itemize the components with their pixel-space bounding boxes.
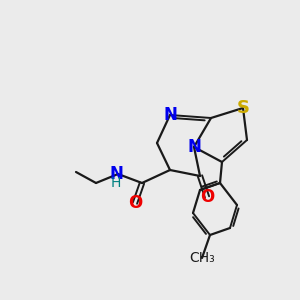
Text: N: N (187, 138, 201, 156)
Text: N: N (109, 165, 123, 183)
Text: CH₃: CH₃ (189, 251, 215, 265)
Text: O: O (200, 188, 214, 206)
Text: S: S (236, 99, 250, 117)
Text: H: H (111, 176, 121, 190)
Text: N: N (163, 106, 177, 124)
Text: O: O (128, 194, 142, 212)
